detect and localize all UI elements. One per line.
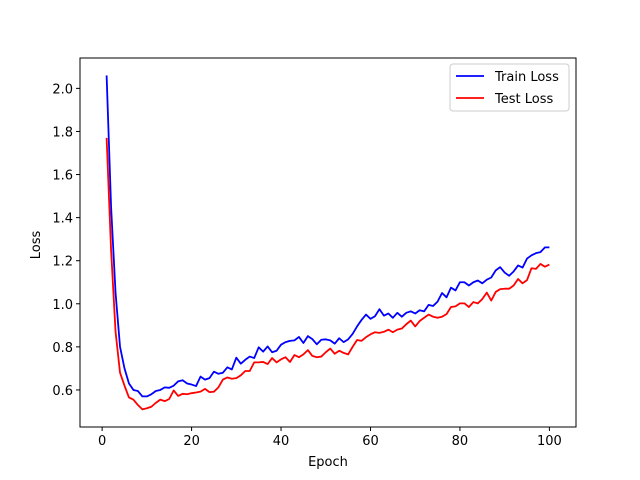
x-tick-label: 60 <box>362 434 379 449</box>
x-tick-label: 40 <box>273 434 290 449</box>
y-tick-label: 0.8 <box>52 341 73 356</box>
x-tick-label: 20 <box>183 434 200 449</box>
x-tick-label: 80 <box>452 434 469 449</box>
y-tick-label: 1.6 <box>52 169 73 184</box>
y-tick-label: 1.0 <box>52 298 73 313</box>
legend: Train Loss Test Loss <box>449 63 570 112</box>
x-axis-label: Epoch <box>308 455 348 470</box>
axes-frame <box>79 57 577 428</box>
y-tick-label: 1.8 <box>52 125 73 140</box>
test-loss-line <box>105 137 550 411</box>
legend-label-test-loss: Test Loss <box>494 92 553 107</box>
y-axis-label: Loss <box>29 231 44 260</box>
plot-lines <box>105 75 550 411</box>
legend-label-train-loss: Train Loss <box>494 70 559 85</box>
x-axis-ticks: 0 20 40 60 80 100 <box>98 427 562 449</box>
y-tick-label: 0.6 <box>52 384 73 399</box>
y-tick-label: 1.2 <box>52 255 73 270</box>
x-tick-label: 0 <box>98 434 106 449</box>
y-axis-ticks: 0.6 0.8 1.0 1.2 1.4 1.6 1.8 2.0 <box>52 82 80 399</box>
train-loss-line <box>105 75 550 398</box>
y-tick-label: 1.4 <box>52 212 73 227</box>
y-tick-label: 2.0 <box>52 82 73 97</box>
x-tick-label: 100 <box>537 434 562 449</box>
